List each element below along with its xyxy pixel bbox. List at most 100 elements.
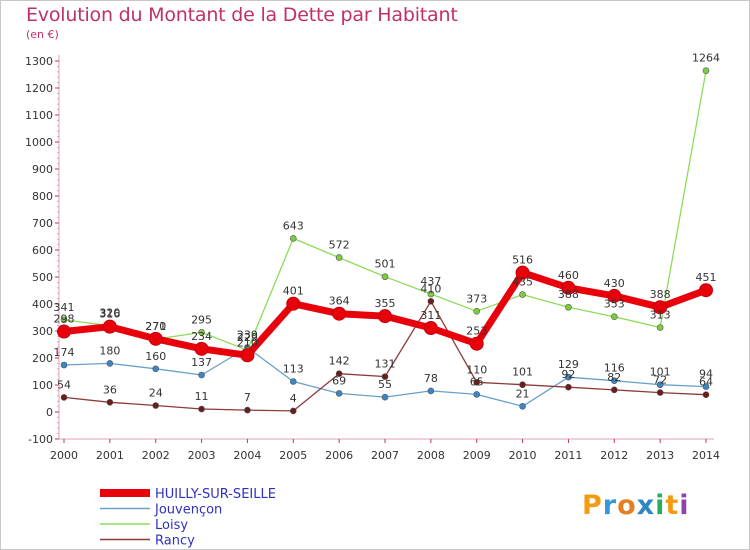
data-label: 113 (283, 362, 304, 375)
x-tick-label: 2014 (692, 449, 720, 462)
data-point (702, 383, 710, 390)
data-label: 270 (145, 320, 166, 333)
data-label: 21 (516, 387, 530, 400)
data-point (610, 377, 618, 384)
x-tick-label: 2002 (142, 449, 170, 462)
data-point (57, 324, 71, 339)
x-tick-label: 2005 (279, 449, 307, 462)
x-tick-label: 2004 (233, 449, 261, 462)
logo-letter: i (655, 490, 666, 521)
data-point (244, 406, 251, 414)
series-huilly-sur-seille (57, 265, 713, 363)
data-point (473, 307, 481, 315)
data-label: 501 (375, 258, 396, 271)
y-tick-label: 200 (32, 352, 53, 365)
data-label: 129 (558, 358, 579, 371)
data-label: 320 (99, 307, 120, 320)
data-point (335, 370, 343, 377)
data-point (519, 291, 526, 298)
data-label: 11 (195, 390, 209, 403)
legend-label: Jouvençon (154, 503, 222, 518)
logo-letter: r (602, 490, 618, 521)
data-point (381, 273, 389, 281)
series-rancy (60, 297, 710, 415)
data-point (515, 265, 530, 280)
data-label: 234 (191, 330, 212, 343)
x-tick-label: 2003 (188, 449, 216, 462)
data-point (565, 373, 572, 381)
legend-label: HUILLY-SUR-SEILLE (155, 487, 276, 502)
data-label: 516 (512, 254, 533, 267)
data-label: 353 (604, 298, 625, 311)
legend-label: Rancy (155, 534, 195, 549)
y-tick-label: 1300 (25, 55, 53, 68)
y-tick-label: 500 (32, 271, 53, 284)
data-label: 388 (650, 288, 671, 301)
data-point (152, 365, 160, 373)
data-label: 94 (699, 368, 713, 381)
chart-subtitle: (en €) (26, 28, 59, 41)
data-label: 101 (512, 366, 533, 379)
data-label: 69 (332, 374, 346, 387)
data-point (60, 361, 68, 369)
data-label: 54 (57, 378, 71, 391)
data-point (194, 341, 209, 356)
y-tick-label: 600 (32, 244, 53, 257)
x-tick-label: 2007 (371, 449, 399, 462)
data-point (565, 383, 572, 391)
data-label: 142 (329, 355, 350, 368)
data-point (335, 254, 343, 261)
data-point (381, 393, 389, 401)
data-label: 437 (420, 275, 441, 288)
data-label: 341 (54, 301, 75, 314)
x-tick-label: 2001 (96, 449, 124, 462)
data-point (702, 67, 710, 75)
chart-title: Evolution du Montant de la Dette par Hab… (26, 4, 458, 26)
data-label: 355 (375, 297, 396, 310)
data-label: 316 (99, 308, 120, 321)
data-point (561, 280, 576, 295)
data-label: 64 (699, 376, 713, 389)
x-tick-label: 2012 (600, 449, 628, 462)
x-tick-label: 2013 (646, 449, 674, 462)
data-label: 116 (604, 362, 625, 375)
data-label: 92 (561, 368, 575, 381)
data-point (289, 235, 297, 242)
data-label: 298 (54, 313, 75, 326)
series-jouven-on (60, 344, 710, 410)
data-label: 401 (283, 285, 304, 298)
data-point (240, 348, 255, 363)
data-point (106, 398, 114, 406)
data-label: 55 (378, 378, 392, 391)
data-point (610, 386, 618, 394)
data-label: 180 (99, 344, 120, 357)
data-point (60, 394, 68, 401)
data-point (607, 288, 622, 303)
data-label: 101 (650, 366, 671, 379)
x-tick-label: 2011 (554, 449, 582, 462)
x-tick-label: 2008 (417, 449, 445, 462)
y-tick-label: 300 (32, 325, 53, 338)
data-point (289, 407, 297, 415)
y-tick-label: 0 (46, 406, 53, 419)
logo-letter: i (679, 490, 690, 521)
data-point (519, 381, 526, 389)
data-point (656, 381, 664, 389)
y-tick-label: 1000 (25, 136, 53, 149)
data-label: 1264 (692, 52, 720, 65)
data-label: 311 (420, 309, 441, 322)
logo-letter: P (582, 490, 603, 521)
data-point (610, 313, 618, 320)
axes: -100 0 100 200 300 400 500 600 700 800 900 1000 1100… (25, 55, 720, 462)
data-label: 460 (558, 269, 579, 282)
data-label: 253 (466, 325, 487, 338)
data-label: 364 (329, 295, 350, 308)
data-point (423, 321, 438, 336)
y-tick-label: 100 (32, 379, 53, 392)
data-label: 82 (607, 371, 621, 384)
data-label: 160 (145, 350, 166, 363)
data-label: 210 (237, 336, 258, 349)
data-point (473, 391, 481, 398)
